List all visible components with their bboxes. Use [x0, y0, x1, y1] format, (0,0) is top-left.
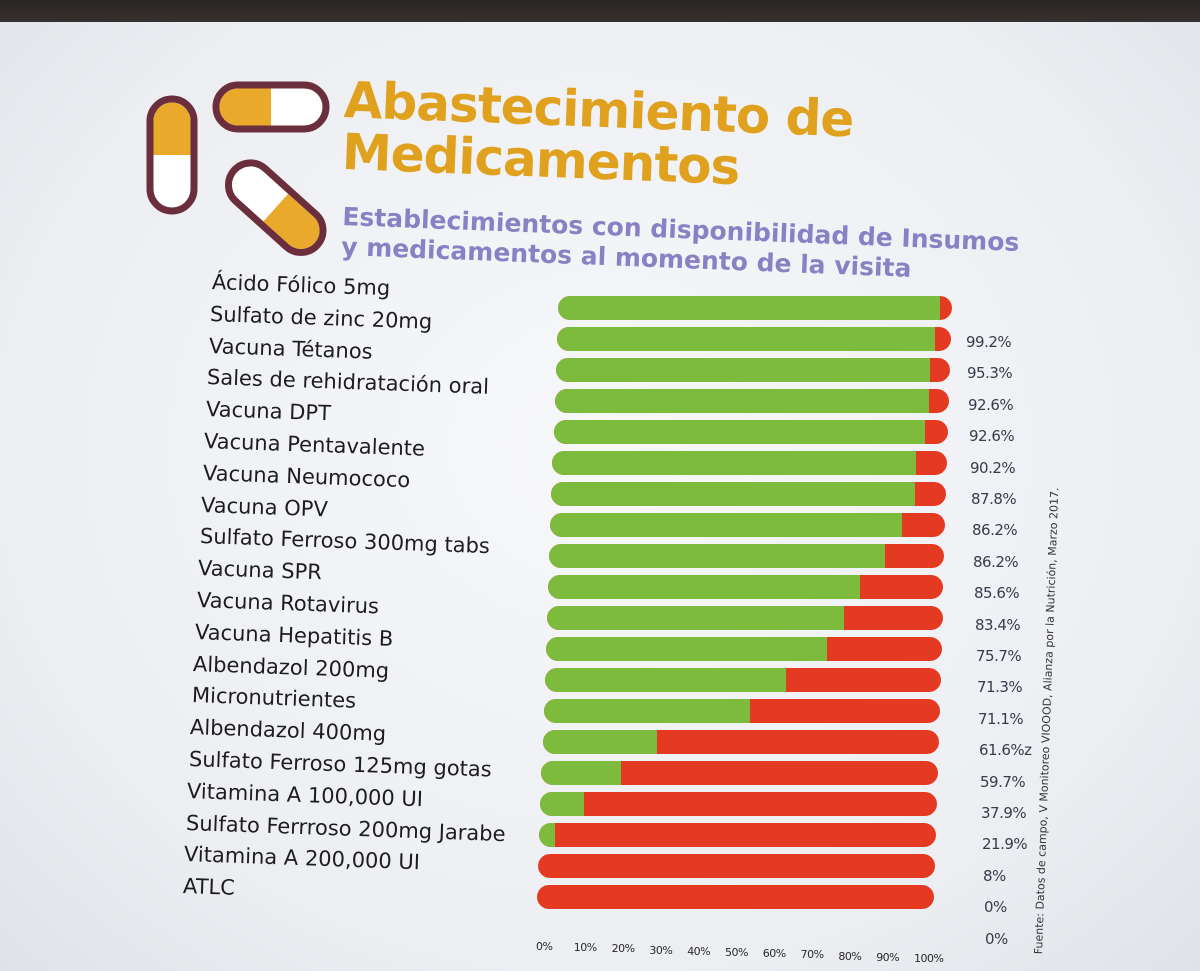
category-label: Ácido Fólico 5mg [211, 270, 391, 301]
category-label: Sales de rehidratación oral [206, 365, 490, 400]
bar-track [556, 327, 952, 351]
bar-available [540, 792, 584, 816]
category-label: Vacuna Pentavalente [203, 429, 426, 461]
capsule-horizontal-icon [212, 81, 330, 133]
category-label: Vacuna DPT [205, 397, 332, 426]
value-label: 37.9% [981, 804, 1027, 822]
value-label: 95.3% [967, 364, 1013, 383]
value-label: 90.2% [970, 458, 1016, 477]
value-label: 71.3% [977, 678, 1023, 697]
value-label: 21.9% [982, 835, 1028, 854]
bar-track [555, 358, 951, 382]
value-label: 99.2% [966, 333, 1012, 351]
category-label: Vacuna Neumococo [202, 460, 411, 493]
bar-track [537, 885, 934, 909]
bar-track [558, 296, 952, 320]
bar-available [541, 761, 621, 785]
x-tick-label: 60% [762, 947, 786, 961]
bar-track [551, 482, 947, 506]
value-label: 59.7% [980, 772, 1026, 791]
bar-available [551, 482, 915, 506]
bar-track [550, 513, 946, 537]
value-label: 8% [983, 866, 1006, 885]
bar-available [555, 358, 931, 382]
bar-track [541, 761, 938, 785]
bar-track [546, 606, 943, 630]
category-label: Vacuna OPV [200, 492, 329, 522]
bar-track [552, 451, 948, 475]
bar-track [545, 637, 942, 661]
x-tick-label: 50% [725, 946, 748, 959]
x-tick-label: 0% [536, 940, 553, 953]
capsule-vertical-icon [146, 95, 198, 215]
chart-title: Abastecimiento de Medicamentos [341, 71, 855, 197]
x-tick-label: 80% [838, 949, 862, 963]
capsule-diagonal-icon [224, 159, 327, 256]
value-label: 87.8% [971, 490, 1017, 508]
bar-track [544, 668, 941, 692]
category-label: Vacuna Rotavirus [196, 588, 379, 619]
bar-available [543, 699, 750, 723]
value-label: 86.2% [973, 552, 1019, 571]
category-label: Micronutrientes [191, 683, 357, 714]
value-label: 0% [985, 929, 1008, 948]
category-label: Vacuna Hepatitis B [194, 619, 394, 651]
category-label: Vacuna Tétanos [208, 333, 373, 364]
bar-available [554, 389, 930, 413]
bar-available [542, 730, 658, 754]
category-label: Albendazol 200mg [192, 651, 390, 683]
x-tick-label: 10% [573, 941, 597, 955]
bar-available [556, 327, 936, 351]
category-label: Sulfato Ferroso 300mg tabs [199, 524, 490, 559]
x-tick-label: 40% [687, 944, 711, 958]
value-label: 0% [984, 898, 1007, 917]
bar-available [552, 451, 916, 475]
slide: Abastecimiento de Medicamentos Estableci… [0, 22, 1200, 971]
bar-available [539, 823, 556, 847]
category-label: Sulfato Ferroso 125mg gotas [188, 747, 492, 782]
value-label: 92.6% [969, 427, 1015, 446]
bar-available [546, 606, 844, 630]
bar-track [538, 854, 935, 878]
value-label: 61.6%z [979, 741, 1032, 760]
chart-subtitle: Establecimientos con disponibilidad de I… [341, 202, 1020, 288]
bar-track [539, 823, 936, 847]
bar-track [543, 699, 940, 723]
bar-track [542, 730, 939, 754]
bar-available [548, 575, 861, 599]
x-tick-label: 30% [649, 943, 673, 957]
bar-available [558, 296, 941, 320]
x-tick-label: 90% [876, 950, 900, 964]
bar-available [553, 420, 925, 444]
source-note: Fuente: Datos de campo, V Monitoreo VIOO… [1032, 487, 1062, 955]
x-tick-label: 20% [611, 942, 635, 956]
capsules-logo [146, 81, 330, 256]
bar-track [553, 420, 949, 444]
bar-available [550, 513, 902, 537]
category-label: Vitamina A 200,000 UI [183, 842, 421, 875]
category-label: Sulfato de zinc 20mg [210, 301, 434, 334]
value-label: 71.1% [978, 709, 1024, 728]
bar-available [544, 668, 787, 692]
value-label: 86.2% [972, 521, 1018, 540]
value-label: 85.6% [974, 584, 1020, 603]
category-label: Albendazol 400mg [189, 715, 387, 747]
value-label: 75.7% [976, 647, 1022, 665]
value-label: 92.6% [968, 395, 1014, 414]
bar-track [540, 792, 937, 816]
bar-track [554, 389, 950, 413]
bar-track [549, 544, 945, 568]
category-label: Vitamina A 100,000 UI [186, 778, 424, 812]
bar-available [545, 637, 827, 661]
category-label: Sulfato Ferrroso 200mg Jarabe [185, 810, 506, 846]
category-label: ATLC [182, 874, 235, 900]
x-tick-label: 100% [914, 952, 944, 965]
bar-available [549, 544, 886, 568]
category-label: Vacuna SPR [197, 556, 323, 585]
value-label: 83.4% [975, 615, 1021, 634]
bar-track [548, 575, 944, 599]
x-tick-label: 70% [800, 948, 824, 962]
